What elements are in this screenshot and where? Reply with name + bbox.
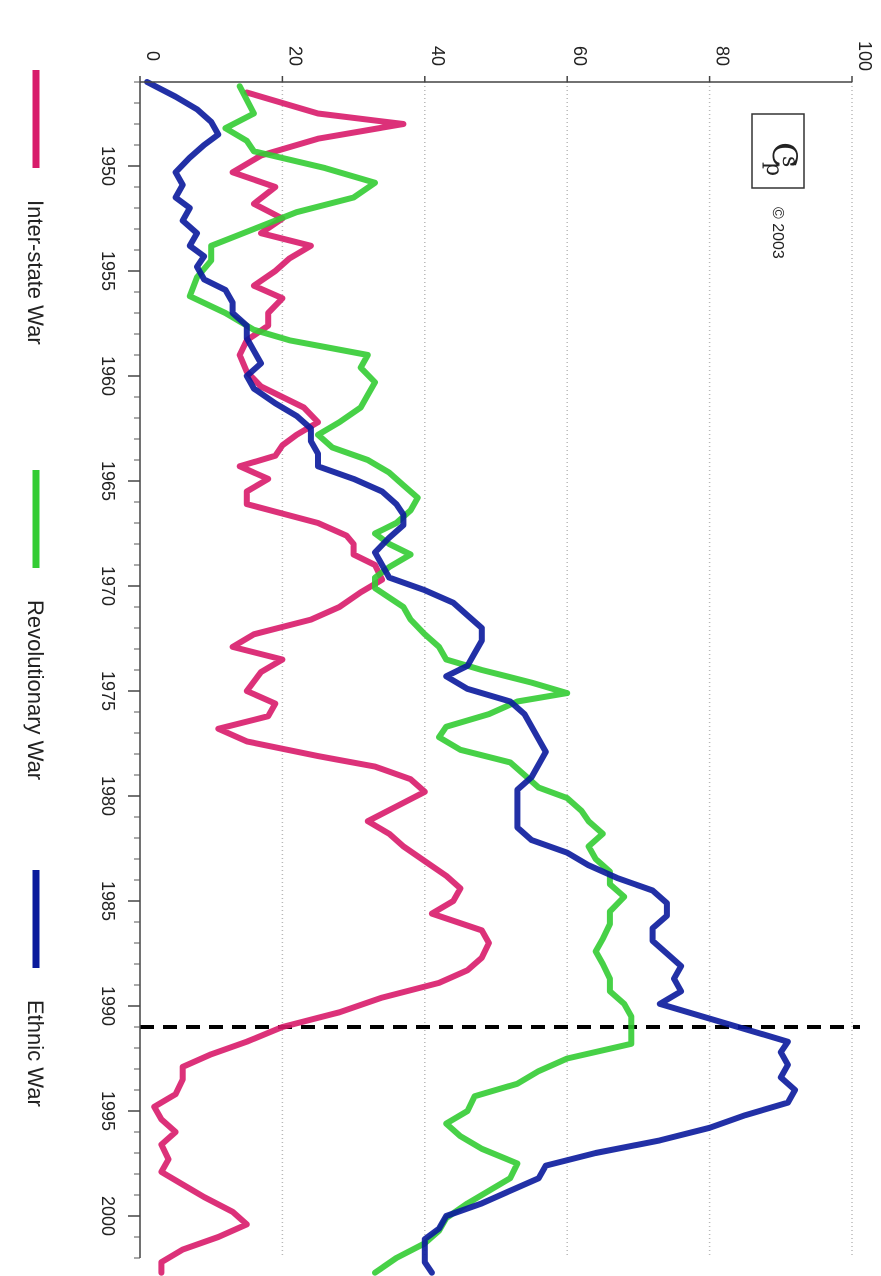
logo-icon: C s p bbox=[761, 142, 804, 176]
x-tick-label: 1955 bbox=[98, 251, 118, 291]
y-tick-label: 80 bbox=[713, 46, 733, 66]
svg-text:p: p bbox=[761, 162, 786, 176]
svg-text:s: s bbox=[777, 156, 802, 167]
logo-box bbox=[751, 113, 805, 189]
x-tick-label: 1995 bbox=[98, 1091, 118, 1131]
chart-legend: Inter-state War Revolutionary War Ethnic W… bbox=[23, 70, 48, 1107]
legend-label-ethnic-war: Ethnic War bbox=[23, 1000, 48, 1107]
x-tick-label: 1975 bbox=[98, 671, 118, 711]
y-tick-label: 60 bbox=[570, 46, 590, 66]
copyright-badge: C s p © 2003 bbox=[751, 113, 805, 259]
y-tick-label: 0 bbox=[143, 51, 163, 61]
x-tick-label: 1965 bbox=[98, 461, 118, 501]
x-tick-label: 1950 bbox=[98, 146, 118, 186]
legend-label-revolutionary-war: Revolutionary War bbox=[23, 600, 48, 780]
x-tick-label: 1990 bbox=[98, 986, 118, 1026]
legend-label-inter-state-war: Inter-state War bbox=[23, 200, 48, 345]
y-tick-label: 20 bbox=[285, 46, 305, 66]
x-tick-label: 1970 bbox=[98, 566, 118, 606]
chart-gridlines bbox=[281, 82, 853, 1258]
x-tick-label: 1985 bbox=[98, 881, 118, 921]
svg-text:C: C bbox=[764, 142, 804, 168]
y-tick-label: 100 bbox=[855, 41, 875, 71]
x-tick-label: 1980 bbox=[98, 776, 118, 816]
x-tick-label: 1960 bbox=[98, 356, 118, 396]
chart-series-layer bbox=[144, 79, 798, 1276]
x-tick-label: 2000 bbox=[98, 1196, 118, 1236]
chart-axes: 0 20 40 60 80 100 1950 1955 1960 1965 1970 1975 1980… bbox=[98, 41, 875, 1259]
series-line-ethnic-war bbox=[144, 79, 798, 1276]
y-tick-label: 40 bbox=[428, 46, 448, 66]
series-line-inter-state-war bbox=[151, 89, 492, 1276]
copyright-text: © 2003 bbox=[769, 207, 786, 259]
